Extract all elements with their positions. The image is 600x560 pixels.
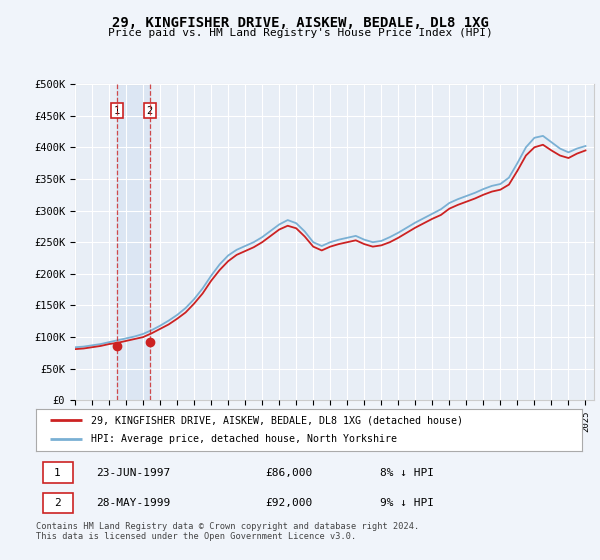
- Text: HPI: Average price, detached house, North Yorkshire: HPI: Average price, detached house, Nort…: [91, 435, 397, 445]
- Text: 8% ↓ HPI: 8% ↓ HPI: [380, 468, 434, 478]
- Text: 29, KINGFISHER DRIVE, AISKEW, BEDALE, DL8 1XG: 29, KINGFISHER DRIVE, AISKEW, BEDALE, DL…: [112, 16, 488, 30]
- FancyBboxPatch shape: [43, 493, 73, 513]
- FancyBboxPatch shape: [43, 463, 73, 483]
- Text: Contains HM Land Registry data © Crown copyright and database right 2024.
This d: Contains HM Land Registry data © Crown c…: [36, 522, 419, 542]
- Text: 9% ↓ HPI: 9% ↓ HPI: [380, 498, 434, 508]
- Text: Price paid vs. HM Land Registry's House Price Index (HPI): Price paid vs. HM Land Registry's House …: [107, 28, 493, 38]
- Text: 1: 1: [114, 106, 120, 116]
- Bar: [117, 84, 150, 400]
- Text: 2: 2: [54, 498, 61, 508]
- Text: 29, KINGFISHER DRIVE, AISKEW, BEDALE, DL8 1XG (detached house): 29, KINGFISHER DRIVE, AISKEW, BEDALE, DL…: [91, 415, 463, 425]
- Text: £86,000: £86,000: [265, 468, 313, 478]
- Text: £92,000: £92,000: [265, 498, 313, 508]
- Text: 28-MAY-1999: 28-MAY-1999: [96, 498, 170, 508]
- Text: 1: 1: [54, 468, 61, 478]
- Text: 23-JUN-1997: 23-JUN-1997: [96, 468, 170, 478]
- Text: 2: 2: [147, 106, 153, 116]
